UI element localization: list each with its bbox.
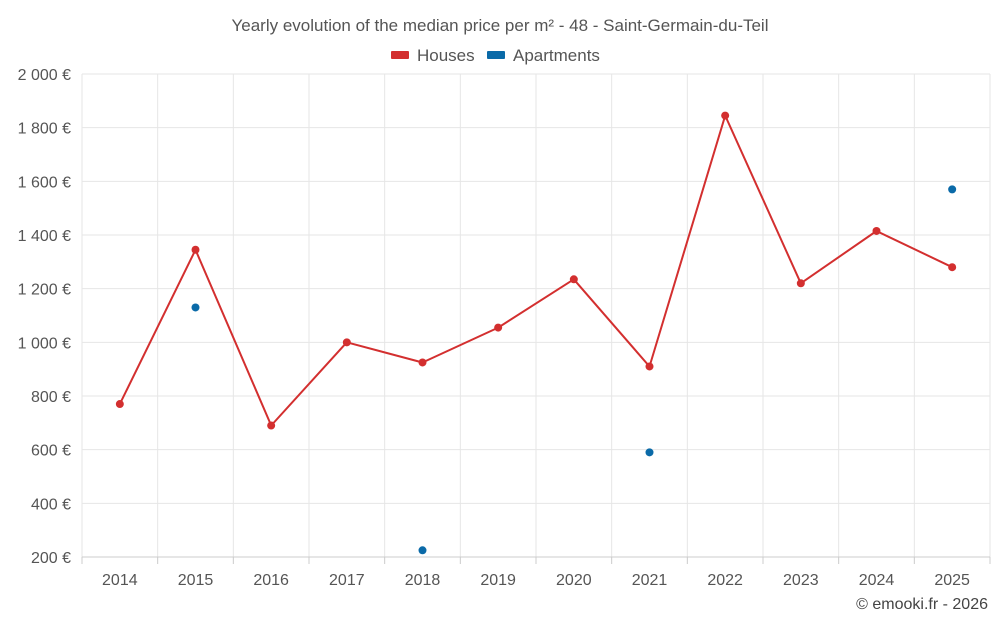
x-tick-label: 2022	[707, 572, 743, 589]
y-tick-label: 800 €	[31, 389, 71, 406]
y-tick-label: 400 €	[31, 496, 71, 513]
legend-label-houses: Houses	[417, 46, 475, 65]
data-point-houses-2018[interactable]	[418, 358, 427, 367]
x-tick-label: 2024	[859, 572, 895, 589]
data-point-houses-2025[interactable]	[948, 263, 957, 272]
legend-item-apartments[interactable]: Apartments	[487, 46, 600, 65]
y-tick-label: 1 000 €	[18, 335, 71, 352]
x-tick-label: 2025	[934, 572, 970, 589]
x-tick-label: 2016	[253, 572, 289, 589]
data-point-apartments-2021[interactable]	[645, 448, 654, 457]
y-tick-label: 1 800 €	[18, 121, 71, 138]
y-tick-label: 1 600 €	[18, 174, 71, 191]
series-layer	[115, 111, 957, 555]
x-axis-ticks: 2014 2015 2016 2017 2018 2019 2020 2021 2022 2023…	[102, 572, 970, 589]
data-point-houses-2022[interactable]	[721, 111, 730, 120]
y-axis-ticks: 200 € 400 € 600 € 800 € 1 000 € 1 200 € 1 400 …	[18, 67, 71, 567]
legend-swatch-houses	[391, 51, 409, 59]
x-tick-label: 2023	[783, 572, 819, 589]
y-tick-label: 1 200 €	[18, 282, 71, 299]
data-point-apartments-2015[interactable]	[191, 303, 200, 312]
legend-label-apartments: Apartments	[513, 46, 600, 65]
y-tick-label: 200 €	[31, 550, 71, 567]
y-tick-label: 1 400 €	[18, 228, 71, 245]
data-point-houses-2019[interactable]	[494, 323, 503, 332]
data-point-houses-2024[interactable]	[872, 226, 881, 235]
legend-item-houses[interactable]: Houses	[391, 46, 475, 65]
data-point-houses-2016[interactable]	[267, 421, 276, 430]
data-point-apartments-2025[interactable]	[948, 185, 957, 194]
x-tick-label: 2020	[556, 572, 592, 589]
grid-layer	[81, 73, 991, 564]
credit-text: © emooki.fr - 2026	[856, 596, 988, 613]
x-tick-label: 2019	[480, 572, 516, 589]
y-tick-label: 2 000 €	[18, 67, 71, 84]
x-tick-label: 2017	[329, 572, 365, 589]
legend: Houses Apartments	[391, 46, 600, 65]
series-houses	[115, 111, 957, 430]
series-apartments	[191, 185, 957, 555]
data-point-houses-2020[interactable]	[569, 275, 578, 284]
legend-swatch-apartments	[487, 51, 505, 59]
data-point-houses-2015[interactable]	[191, 245, 200, 254]
x-tick-label: 2018	[405, 572, 441, 589]
x-tick-label: 2014	[102, 572, 138, 589]
data-point-houses-2017[interactable]	[342, 338, 351, 347]
data-point-houses-2014[interactable]	[115, 400, 124, 409]
data-point-apartments-2018[interactable]	[418, 546, 427, 555]
data-point-houses-2023[interactable]	[796, 279, 805, 288]
y-tick-label: 600 €	[31, 443, 71, 460]
chart-title: Yearly evolution of the median price per…	[231, 16, 768, 35]
series-line-houses	[118, 114, 953, 427]
data-point-houses-2021[interactable]	[645, 362, 654, 371]
x-tick-label: 2015	[178, 572, 214, 589]
x-tick-label: 2021	[632, 572, 668, 589]
